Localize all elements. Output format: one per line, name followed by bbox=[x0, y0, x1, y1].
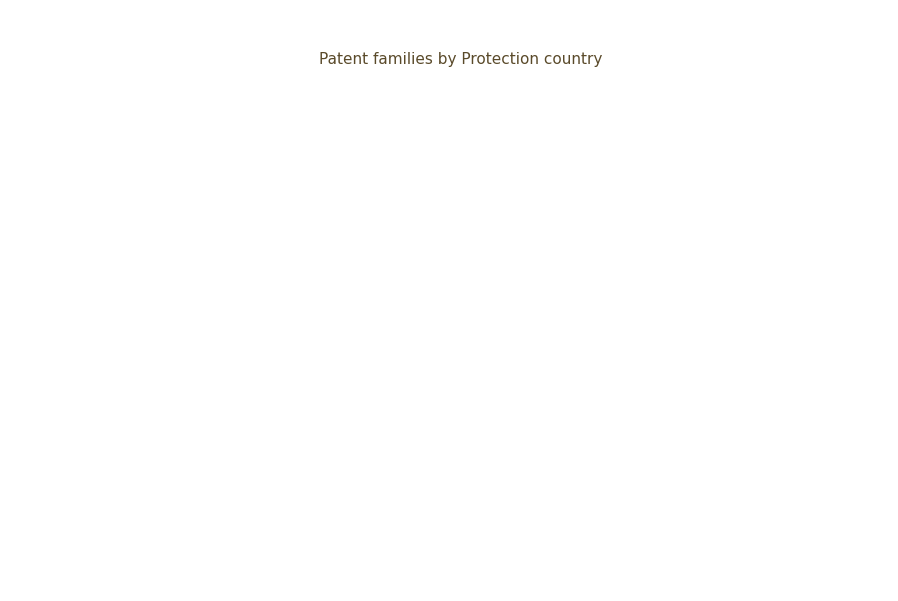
Title: Patent families by Protection country: Patent families by Protection country bbox=[319, 52, 602, 67]
